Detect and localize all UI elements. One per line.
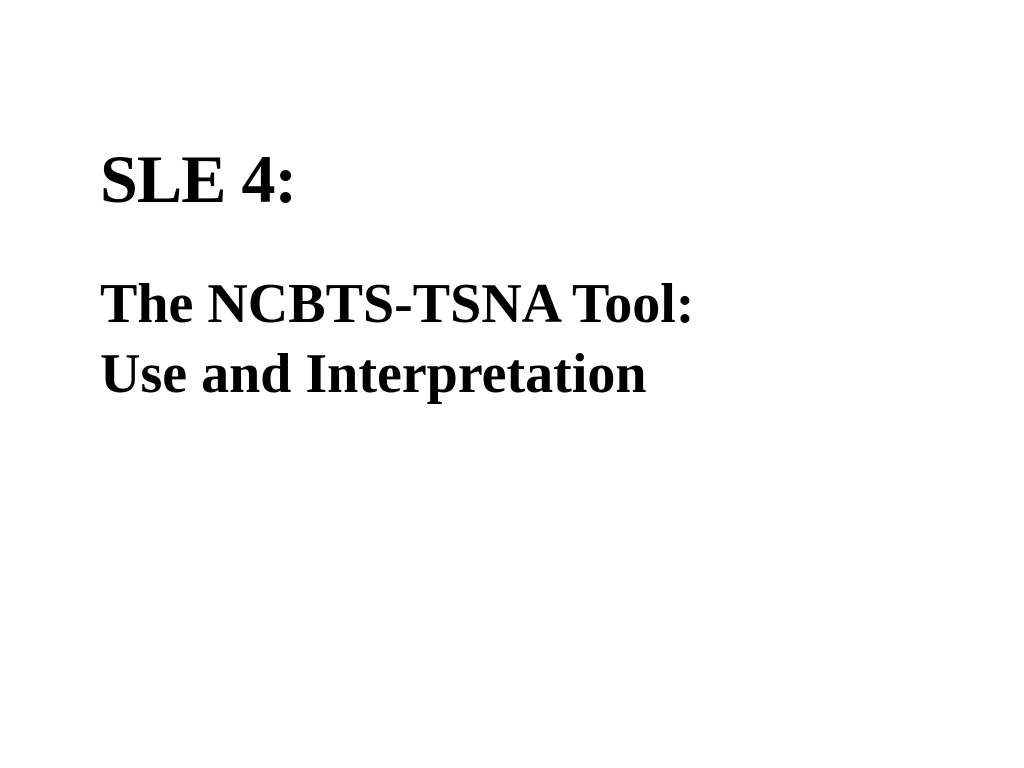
subtitle-line-1: The NCBTS-TSNA Tool: [100,273,694,335]
slide-container: SLE 4: The NCBTS-TSNA Tool: Use and Inte… [0,0,1024,768]
subtitle-line-2: Use and Interpretation [100,343,647,405]
slide-heading: SLE 4: [100,140,924,219]
slide-subtitle: The NCBTS-TSNA Tool: Use and Interpretat… [100,269,924,409]
